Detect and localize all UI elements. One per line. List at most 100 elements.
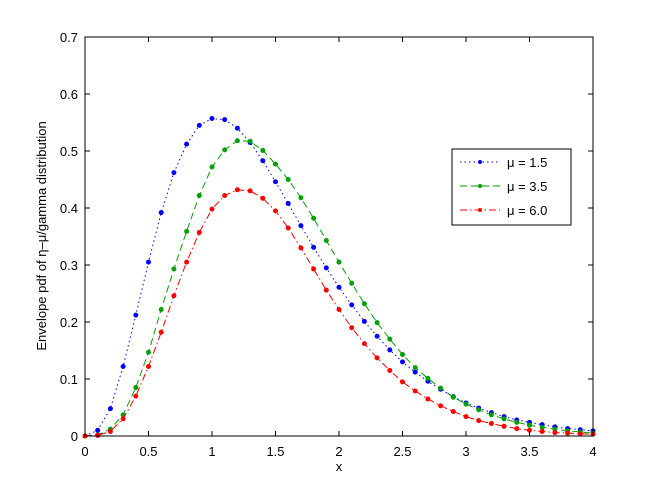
data-point bbox=[196, 192, 202, 198]
data-point bbox=[247, 138, 253, 144]
legend-label: μ = 1.5 bbox=[507, 155, 547, 170]
data-point bbox=[323, 265, 329, 271]
y-tick-label: 0.2 bbox=[60, 315, 78, 330]
data-point bbox=[450, 408, 456, 414]
data-point bbox=[450, 394, 456, 400]
data-point bbox=[438, 385, 444, 391]
data-point bbox=[539, 428, 545, 434]
legend-label: μ = 3.5 bbox=[507, 179, 547, 194]
data-point bbox=[361, 341, 367, 347]
x-axis: 0 0.5 1 1.5 2 2.5 3 3.5 4 bbox=[81, 37, 597, 459]
legend-box bbox=[451, 148, 572, 226]
data-point bbox=[107, 428, 113, 434]
data-point bbox=[374, 355, 380, 361]
data-point bbox=[361, 318, 367, 324]
y-tick-label: 0.4 bbox=[60, 201, 78, 216]
legend-label: μ = 6.0 bbox=[507, 203, 547, 218]
data-point bbox=[273, 208, 278, 214]
data-point bbox=[400, 359, 405, 365]
legend-swatch-marker bbox=[478, 160, 482, 164]
data-point bbox=[133, 393, 139, 399]
data-point bbox=[349, 302, 355, 308]
data-point bbox=[171, 266, 177, 272]
data-point bbox=[374, 320, 380, 326]
x-tick-label: 0 bbox=[81, 444, 88, 459]
data-point bbox=[349, 325, 355, 331]
data-point bbox=[374, 333, 380, 339]
y-axis-label: Envelope pdf of η–μ/gamma distribution bbox=[34, 121, 49, 350]
data-point bbox=[577, 431, 583, 437]
data-point bbox=[298, 195, 304, 201]
legend-swatch-marker bbox=[478, 184, 482, 188]
data-point bbox=[412, 388, 418, 394]
data-point bbox=[336, 259, 342, 265]
data-point bbox=[298, 245, 304, 251]
y-tick-label: 0.6 bbox=[60, 87, 78, 102]
data-point bbox=[146, 259, 151, 265]
data-point bbox=[234, 138, 240, 144]
data-point bbox=[196, 122, 202, 128]
data-point bbox=[120, 416, 126, 422]
data-point bbox=[95, 432, 101, 438]
data-point bbox=[273, 179, 278, 185]
data-point bbox=[95, 427, 101, 433]
data-point bbox=[336, 306, 342, 312]
legend-entry: μ = 6.0 bbox=[460, 203, 547, 218]
data-point bbox=[349, 280, 355, 286]
legend-swatch-marker bbox=[478, 208, 482, 212]
x-axis-label: x bbox=[336, 459, 343, 474]
data-point bbox=[107, 406, 113, 412]
data-point bbox=[400, 351, 405, 357]
y-tick-label: 0.5 bbox=[60, 144, 78, 159]
data-point bbox=[463, 401, 469, 407]
x-tick-label: 2 bbox=[335, 444, 342, 459]
x-tick-label: 4 bbox=[589, 444, 596, 459]
data-point bbox=[323, 237, 329, 243]
data-point bbox=[158, 210, 164, 216]
data-point bbox=[514, 426, 520, 432]
data-point bbox=[539, 424, 545, 430]
data-point bbox=[387, 336, 393, 342]
series-line bbox=[84, 117, 594, 437]
data-point bbox=[488, 420, 494, 426]
y-tick-label: 0 bbox=[71, 429, 78, 444]
x-tick-label: 1.5 bbox=[266, 444, 284, 459]
data-point bbox=[298, 223, 304, 229]
data-point bbox=[285, 225, 291, 231]
data-point bbox=[247, 188, 253, 194]
data-point bbox=[311, 215, 317, 221]
data-point bbox=[234, 125, 240, 131]
y-tick-label: 0.1 bbox=[60, 372, 78, 387]
data-point bbox=[488, 412, 494, 418]
legend-entry: μ = 1.5 bbox=[460, 155, 547, 170]
data-point bbox=[146, 349, 151, 355]
data-point bbox=[552, 430, 558, 436]
data-point bbox=[311, 244, 317, 250]
data-point bbox=[184, 259, 190, 265]
data-point bbox=[438, 403, 444, 409]
data-point bbox=[184, 228, 190, 234]
x-tick-label: 0.5 bbox=[139, 444, 157, 459]
data-point bbox=[209, 164, 215, 170]
data-point bbox=[412, 369, 418, 375]
data-point bbox=[133, 385, 139, 391]
data-point bbox=[476, 418, 482, 424]
data-point bbox=[120, 363, 126, 369]
legend: μ = 1.5 μ = 3.5 μ = 6.0 bbox=[451, 148, 572, 226]
data-point bbox=[260, 147, 266, 153]
data-point bbox=[514, 419, 520, 425]
y-tick-label: 0.3 bbox=[60, 258, 78, 273]
data-point bbox=[209, 116, 215, 122]
plot-area bbox=[85, 37, 593, 436]
data-point bbox=[425, 396, 431, 402]
data-point bbox=[400, 379, 405, 385]
data-point bbox=[501, 416, 507, 422]
data-point bbox=[222, 192, 228, 198]
data-point bbox=[425, 375, 431, 381]
data-point bbox=[463, 414, 469, 420]
legend-entry: μ = 3.5 bbox=[460, 179, 547, 194]
data-point bbox=[209, 206, 215, 212]
data-point bbox=[222, 147, 228, 153]
data-point bbox=[412, 365, 418, 371]
y-tick-label: 0.7 bbox=[60, 30, 78, 45]
